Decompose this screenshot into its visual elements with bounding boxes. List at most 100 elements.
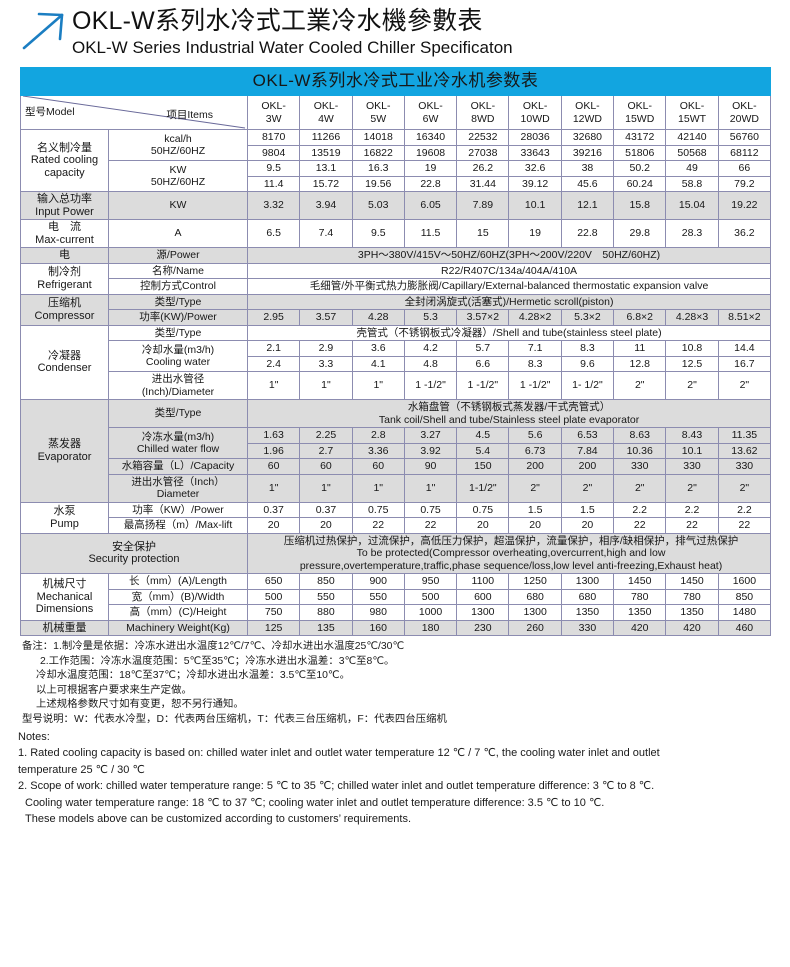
cell: 2.95 [246, 309, 301, 326]
note-cn-line: 备注：1.制冷量是依据：冷冻水进出水温度12℃/7℃、冷却水进出水温度25℃/3… [22, 641, 405, 652]
cell: 39.12 [508, 175, 562, 192]
cell: 8.3 [508, 355, 562, 372]
cell: 1.5 [560, 501, 615, 518]
cell: 1350 [560, 604, 615, 621]
cell: 10.8 [665, 340, 719, 357]
cell: 3.57 [299, 309, 353, 326]
model-line1: OKL- [418, 100, 443, 112]
group-line1: 制冷剂 [48, 266, 81, 278]
cell: 20 [560, 517, 615, 534]
cell: 66 [717, 160, 772, 177]
group-line2: Pump [50, 517, 79, 530]
cell: 1" [351, 371, 405, 400]
cell: 1250 [508, 573, 562, 590]
cell: 6.53 [560, 427, 615, 444]
cell: 5.03 [351, 191, 405, 220]
cell: 2" [717, 371, 772, 400]
cell: 5.6 [508, 427, 562, 444]
group-label-pump: 水泵 Pump [20, 501, 109, 534]
cell: 1350 [665, 604, 719, 621]
cell-evap-type-value: 水箱盘管（不锈钢板式蒸发器/干式壳管式） Tank coil/Shell and… [246, 399, 772, 428]
table-row: 功率(KW)/Power 2.95 3.57 4.28 5.3 3.57×2 4… [21, 309, 772, 326]
group-line2: Evaporator [37, 450, 92, 463]
cell-cond-type-value: 壳管式（不锈钢板式冷凝器）/Shell and tube(stainless s… [246, 324, 772, 341]
cell: 1600 [717, 573, 772, 590]
cell: 19 [403, 160, 458, 177]
model-header-1: OKL- 4W [299, 95, 353, 130]
item-label-evap-type: 类型/Type [108, 399, 248, 428]
cell: 22 [351, 517, 405, 534]
cell: 14018 [351, 129, 405, 146]
cell: 8.43 [665, 427, 719, 444]
cell: 980 [351, 604, 405, 621]
model-line2: 8WD [471, 112, 495, 125]
cell: 260 [508, 619, 562, 636]
cell: 1450 [613, 573, 667, 590]
model-line1: OKL- [732, 100, 757, 112]
cell: 1" [299, 371, 353, 400]
model-line1: OKL- [522, 100, 548, 112]
cell: 26.2 [456, 160, 510, 177]
cell: 550 [351, 588, 405, 605]
cell: 125 [246, 619, 301, 636]
table-row: KW 50HZ/60HZ 9.5 13.1 16.3 19 26.2 32.6 … [21, 160, 772, 192]
cell: 7.84 [560, 442, 615, 459]
cell: 230 [456, 619, 510, 636]
cell: 10.36 [613, 442, 667, 459]
cell: 2.4 [246, 355, 301, 372]
cell: 3.3 [299, 355, 353, 372]
cell: 8170 [246, 129, 301, 146]
cell: 29.8 [613, 219, 667, 248]
group-label-security: 安全保护 Security protection [20, 532, 248, 574]
table-row: 安全保护 Security protection 压缩机过热保护，过流保护，高低… [20, 532, 772, 574]
cell: 20 [456, 517, 510, 534]
cell: 2" [613, 473, 667, 503]
model-line2: 3W [265, 112, 282, 125]
notes-english: Notes: 1. Rated cooling capacity is base… [0, 728, 790, 828]
cell: 600 [456, 588, 510, 605]
cell: 10.1 [665, 442, 719, 459]
header-items-label: 项目Items [166, 108, 213, 121]
table-row: 冷却水量(m3/h) Cooling water 2.1 2.9 3.6 4.2… [21, 340, 772, 372]
cell: 4.5 [456, 427, 510, 444]
cell: 11.5 [403, 219, 458, 248]
cell: 1" [351, 473, 405, 503]
cell: 60 [351, 458, 405, 475]
cell: 1" [246, 371, 301, 400]
cell: 4.28×3 [665, 309, 719, 326]
note-en-line: 1. Rated cooling capacity is based on: c… [18, 747, 660, 760]
cell: 22532 [456, 129, 510, 146]
group-line2: Max-current [35, 233, 94, 246]
cell: 850 [299, 573, 353, 590]
cell: 200 [508, 458, 562, 475]
header-corner-cell: 型号Model 项目Items [20, 95, 248, 130]
cell: 28036 [508, 129, 562, 146]
table-row: 电 流 Max-current A 6.5 7.4 9.5 11.5 15 19… [20, 219, 772, 248]
cell: 3.36 [351, 442, 405, 459]
item-label-cond-water: 冷却水量(m3/h) Cooling water [108, 340, 248, 372]
table-row: 电 源/Power 3PH～380V/415V～50HZ/60HZ(3PH～20… [20, 247, 772, 264]
cell: 13519 [299, 144, 353, 161]
table-row: 高（mm）(C)/Height 750 880 980 1000 1300 13… [21, 604, 772, 621]
table-banner-row: OKL-W系列水冷式工业冷水机参数表 [19, 67, 772, 96]
table-row: 蒸发器 Evaporator 类型/Type 水箱盘管（不锈钢板式蒸发器/干式壳… [20, 399, 772, 503]
cell: 850 [717, 588, 772, 605]
cell: 60 [246, 458, 301, 475]
group-line2: Input Power [35, 205, 94, 218]
group-label-evaporator: 蒸发器 Evaporator [20, 399, 109, 503]
cell: 1300 [456, 604, 510, 621]
group-label-mechanical-dimensions: 机械尺寸 Mechanical Dimensions [20, 573, 109, 621]
cell: 330 [717, 458, 772, 475]
table-row: 进出水管径 (Inch)/Diameter 1" 1" 1" 1 -1/2" 1… [21, 371, 772, 400]
cell: 6.6 [456, 355, 510, 372]
model-line1: OKL- [627, 100, 652, 112]
cell: 19.56 [351, 175, 405, 192]
group-line1: 输入总功率 [37, 193, 92, 205]
table-banner: OKL-W系列水冷式工业冷水机参数表 [19, 67, 772, 96]
table-row: 机械尺寸 Mechanical Dimensions 长（mm）(A)/Leng… [20, 573, 772, 621]
model-line2: 12WD [572, 112, 603, 125]
cell: 1-1/2" [456, 473, 510, 503]
cell: 42140 [665, 129, 719, 146]
evap-type-line2: Tank coil/Shell and tube/Stainless steel… [378, 413, 640, 426]
group-line2: Compressor [34, 309, 95, 322]
